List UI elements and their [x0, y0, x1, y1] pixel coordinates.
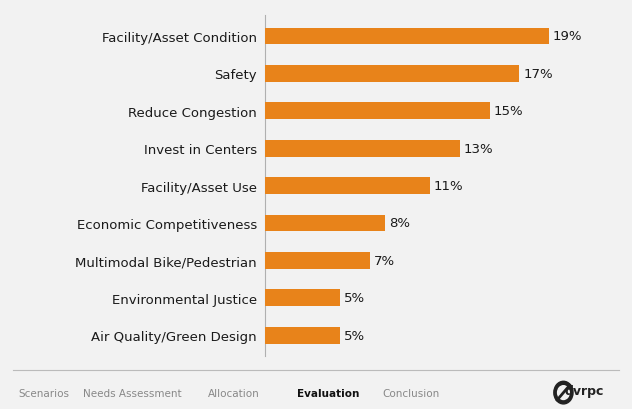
Text: 15%: 15%	[493, 105, 523, 118]
Text: 5%: 5%	[344, 329, 365, 342]
Bar	[265, 178, 430, 195]
Text: Scenarios: Scenarios	[19, 388, 70, 398]
Circle shape	[557, 386, 569, 400]
Text: 19%: 19%	[553, 30, 583, 43]
Text: 17%: 17%	[523, 68, 553, 81]
Text: 11%: 11%	[434, 180, 463, 193]
Bar	[265, 327, 340, 344]
Bar	[265, 215, 385, 232]
Text: 8%: 8%	[389, 217, 410, 230]
Text: Needs Assessment: Needs Assessment	[83, 388, 182, 398]
Text: 5%: 5%	[344, 292, 365, 304]
Bar	[265, 252, 370, 269]
Text: Conclusion: Conclusion	[382, 388, 439, 398]
Text: 13%: 13%	[463, 142, 493, 155]
Bar	[265, 140, 459, 157]
Bar	[265, 29, 549, 45]
Text: dvrpc: dvrpc	[564, 384, 604, 397]
Bar	[265, 103, 490, 120]
Text: Allocation: Allocation	[208, 388, 260, 398]
Bar	[265, 66, 520, 83]
Text: Evaluation: Evaluation	[298, 388, 360, 398]
Text: 7%: 7%	[374, 254, 395, 267]
Circle shape	[554, 381, 573, 404]
Bar	[265, 290, 340, 306]
